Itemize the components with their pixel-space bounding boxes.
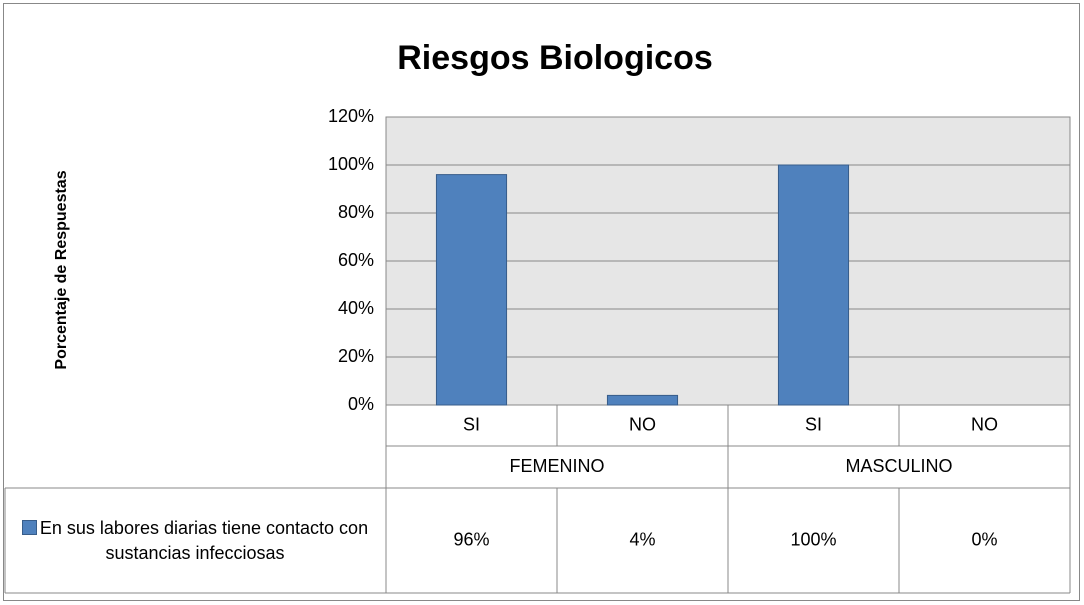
legend-swatch	[21, 520, 37, 535]
bar	[606, 394, 679, 406]
x-tick-label: SI	[805, 414, 822, 434]
y-tick-label: 40%	[338, 298, 374, 318]
y-axis-label: Porcentaje de Respuestas	[53, 170, 70, 369]
group-label: MASCULINO	[845, 456, 952, 476]
y-tick-label: 100%	[328, 154, 374, 174]
group-label: FEMENINO	[509, 456, 604, 476]
y-tick-label: 80%	[338, 202, 374, 222]
legend-cell: En sus labores diarias tiene contacto co…	[6, 490, 384, 592]
legend-entry: En sus labores diarias tiene contacto co…	[6, 516, 384, 566]
x-tick-label: NO	[629, 414, 656, 434]
bar	[777, 164, 850, 406]
y-tick-label: 60%	[338, 250, 374, 270]
data-table-value: 4%	[629, 529, 655, 549]
x-tick-label: NO	[971, 414, 998, 434]
y-tick-label: 0%	[348, 394, 374, 414]
y-tick-label: 120%	[328, 106, 374, 126]
data-table-value: 96%	[453, 529, 489, 549]
y-tick-label: 20%	[338, 346, 374, 366]
data-table-value: 0%	[971, 529, 997, 549]
legend-label: En sus labores diarias tiene contacto co…	[39, 518, 369, 563]
x-tick-label: SI	[463, 414, 480, 434]
chart-title: Riesgos Biologicos	[397, 39, 713, 77]
bar	[435, 174, 508, 406]
data-table-value: 100%	[790, 529, 836, 549]
